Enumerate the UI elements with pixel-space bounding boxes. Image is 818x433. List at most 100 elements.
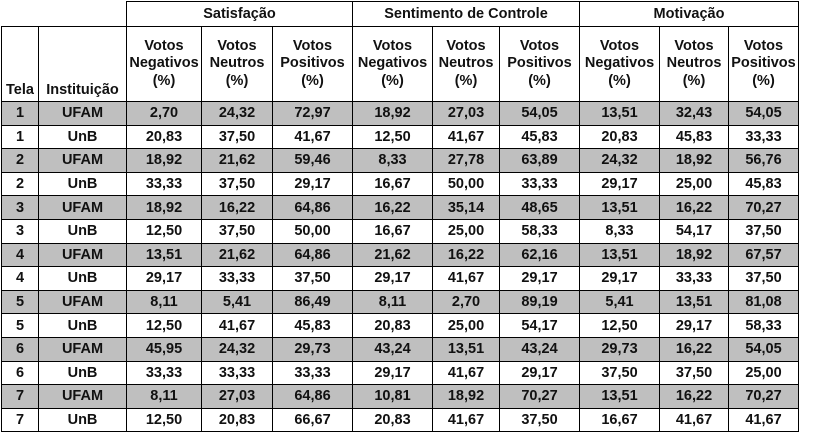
value-cell: 25,00 <box>432 313 500 338</box>
sub-header-cell: Votos Neutros (%) <box>659 26 729 102</box>
sub-header-line: (%) <box>152 72 176 89</box>
group-header-satisfacao: Satisfação <box>126 1 353 27</box>
value-cell: 70,27 <box>728 384 799 409</box>
value-cell: 16,67 <box>352 171 433 197</box>
value-cell: 64,86 <box>272 242 353 268</box>
value-cell: 13,51 <box>579 195 660 220</box>
value-cell: 29,17 <box>352 266 433 291</box>
value-cell: 37,50 <box>499 407 580 433</box>
sub-header-cell: Votos Positivos (%) <box>499 26 580 102</box>
value-cell: 37,50 <box>728 218 799 244</box>
value-cell: 33,33 <box>126 171 202 197</box>
tela-cell: 3 <box>1 218 39 244</box>
value-cell: 13,51 <box>126 242 202 268</box>
sub-header-line: Votos <box>372 37 413 54</box>
value-cell: 24,32 <box>201 336 273 362</box>
value-cell: 54,05 <box>728 101 799 126</box>
value-cell: 32,43 <box>659 101 729 126</box>
value-cell: 86,49 <box>272 289 353 315</box>
tela-cell: 3 <box>1 195 39 220</box>
value-cell: 37,50 <box>201 171 273 197</box>
instituicao-cell: UFAM <box>38 242 127 268</box>
value-cell: 64,86 <box>272 384 353 409</box>
value-cell: 56,76 <box>728 148 799 173</box>
value-cell: 8,11 <box>352 289 433 315</box>
value-cell: 54,05 <box>499 101 580 126</box>
value-cell: 20,83 <box>201 407 273 433</box>
value-cell: 25,00 <box>728 360 799 386</box>
value-cell: 16,67 <box>352 218 433 244</box>
instituicao-cell: UnB <box>38 407 127 433</box>
tela-cell: 2 <box>1 148 39 173</box>
value-cell: 70,27 <box>499 384 580 409</box>
table-row: 1 UFAM 2,70 24,32 72,97 18,92 27,03 54,05 13,51 3… <box>1 101 799 126</box>
table-row: 3 UnB 12,50 37,50 50,00 16,67 25,00 58,33 8,33 54… <box>1 218 799 244</box>
value-cell: 12,50 <box>126 313 202 338</box>
value-cell: 16,22 <box>659 384 729 409</box>
sub-header-line: Votos <box>144 37 184 54</box>
value-cell: 63,89 <box>499 148 580 173</box>
sub-header-line: Neutros <box>666 55 722 72</box>
results-table-container: Satisfação Sentimento de Controle Motiva… <box>1 1 799 433</box>
value-cell: 43,24 <box>352 336 433 362</box>
tela-cell: 6 <box>1 336 39 362</box>
value-cell: 25,00 <box>659 171 729 197</box>
value-cell: 62,16 <box>499 242 580 268</box>
value-cell: 20,83 <box>126 124 202 150</box>
value-cell: 33,33 <box>272 360 353 386</box>
value-cell: 21,62 <box>352 242 433 268</box>
sub-header-line: Negativos <box>357 55 428 72</box>
value-cell: 29,73 <box>579 336 660 362</box>
value-cell: 10,81 <box>352 384 433 409</box>
value-cell: 29,17 <box>659 313 729 338</box>
value-cell: 37,50 <box>201 218 273 244</box>
value-cell: 29,17 <box>499 360 580 386</box>
value-cell: 41,67 <box>432 266 500 291</box>
value-cell: 54,17 <box>659 218 729 244</box>
value-cell: 20,83 <box>352 407 433 433</box>
instituicao-cell: UnB <box>38 218 127 244</box>
value-cell: 18,92 <box>659 148 729 173</box>
instituicao-cell: UnB <box>38 313 127 338</box>
value-cell: 37,50 <box>201 124 273 150</box>
tela-cell: 4 <box>1 266 39 291</box>
tela-cell: 7 <box>1 384 39 409</box>
sub-header-line: Votos <box>292 37 333 54</box>
tela-cell: 5 <box>1 313 39 338</box>
tela-cell: 5 <box>1 289 39 315</box>
value-cell: 72,97 <box>272 101 353 126</box>
value-cell: 45,83 <box>728 171 799 197</box>
sub-header-line: (%) <box>225 72 249 89</box>
value-cell: 67,57 <box>728 242 799 268</box>
value-cell: 29,17 <box>499 266 580 291</box>
table-row: 1 UnB 20,83 37,50 41,67 12,50 41,67 45,83 20,83 4… <box>1 124 799 150</box>
value-cell: 16,22 <box>352 195 433 220</box>
value-cell: 54,17 <box>499 313 580 338</box>
value-cell: 41,67 <box>432 124 500 150</box>
value-cell: 21,62 <box>201 148 273 173</box>
value-cell: 50,00 <box>432 171 500 197</box>
sub-header-line: Negativos <box>129 55 199 72</box>
value-cell: 33,33 <box>126 360 202 386</box>
value-cell: 45,83 <box>659 124 729 150</box>
sub-header-line: Votos <box>743 37 784 54</box>
sub-header-line: (%) <box>682 72 706 89</box>
value-cell: 12,50 <box>126 218 202 244</box>
value-cell: 8,11 <box>126 289 202 315</box>
tela-cell: 1 <box>1 124 39 150</box>
empty-corner-cell <box>1 1 127 27</box>
table-row: 2 UFAM 18,92 21,62 59,46 8,33 27,78 63,89 24,32 1… <box>1 148 799 173</box>
value-cell: 45,83 <box>272 313 353 338</box>
value-cell: 54,05 <box>728 336 799 362</box>
table-row: 4 UnB 29,17 33,33 37,50 29,17 41,67 29,17 29,17 3… <box>1 266 799 291</box>
sub-header-cell: Votos Positivos (%) <box>728 26 799 102</box>
sub-header-cell: Votos Negativos (%) <box>352 26 433 102</box>
instituicao-cell: UnB <box>38 171 127 197</box>
sub-header-line: Neutros <box>209 55 265 72</box>
instituicao-cell: UnB <box>38 360 127 386</box>
value-cell: 33,33 <box>659 266 729 291</box>
value-cell: 20,83 <box>579 124 660 150</box>
tela-cell: 7 <box>1 407 39 433</box>
sub-header-cell: Votos Neutros (%) <box>432 26 500 102</box>
value-cell: 41,67 <box>432 360 500 386</box>
